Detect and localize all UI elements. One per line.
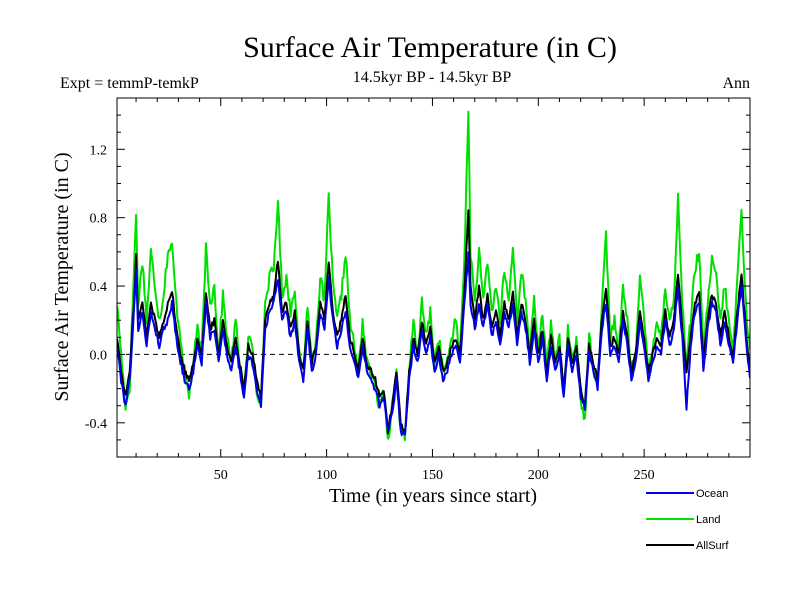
chart-subtitle: 14.5kyr BP - 14.5kyr BP xyxy=(353,69,512,86)
x-axis-label: Time (in years since start) xyxy=(329,485,537,507)
y-tick-label: 0.0 xyxy=(90,348,108,363)
y-tick-label: 1.2 xyxy=(90,143,108,158)
x-tick-label: 50 xyxy=(214,468,228,483)
series-line-land xyxy=(117,110,750,442)
x-tick-label: 250 xyxy=(634,468,655,483)
plot-frame xyxy=(116,97,751,458)
legend-label-allsurf: AllSurf xyxy=(696,540,729,552)
legend: Ocean Land AllSurf xyxy=(646,488,729,552)
legend-label-ocean: Ocean xyxy=(696,488,728,500)
x-tick-label: 150 xyxy=(422,468,443,483)
experiment-label: Expt = temmP-temkP xyxy=(60,75,199,92)
y-tick-label: 0.8 xyxy=(90,212,108,227)
season-label: Ann xyxy=(722,75,750,92)
y-tick-label: 0.4 xyxy=(90,280,108,295)
x-tick-label: 100 xyxy=(316,468,337,483)
x-tick-label: 200 xyxy=(528,468,549,483)
chart-title: Surface Air Temperature (in C) xyxy=(243,31,617,64)
series-line-ocean xyxy=(117,251,750,436)
y-axis-label: Surface Air Temperature (in C) xyxy=(51,152,73,401)
series-line-allsurf xyxy=(117,209,750,435)
y-tick-label: -0.4 xyxy=(85,417,107,432)
legend-label-land: Land xyxy=(696,514,720,526)
